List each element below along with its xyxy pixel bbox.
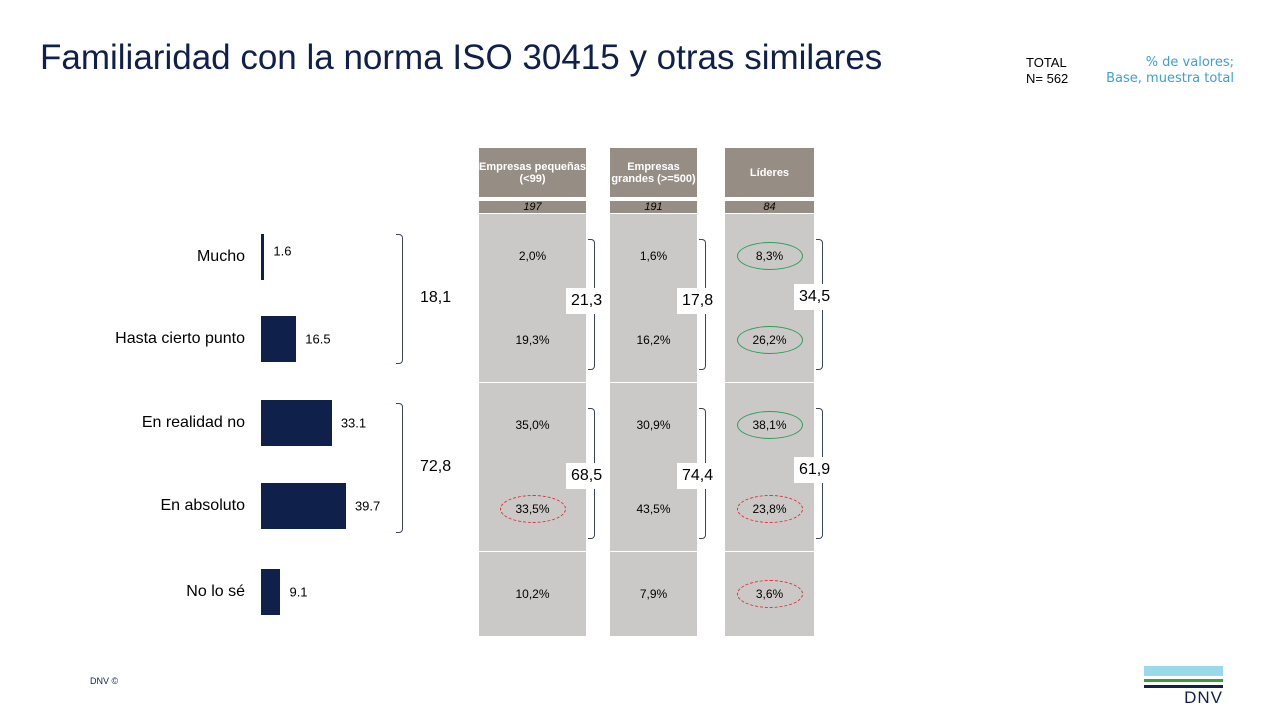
table-cell: 2,0%: [479, 214, 586, 299]
column-n: 191: [610, 201, 697, 213]
group-total-label: 17,8: [677, 288, 719, 314]
bar: [261, 234, 265, 280]
category-label: En realidad no: [141, 414, 245, 431]
group-total-label: 68,5: [566, 463, 608, 489]
table-cell: 1,6%: [610, 214, 697, 299]
column-n: 197: [479, 201, 586, 213]
note-line1: % de valores;: [1145, 55, 1234, 70]
cell-value: 30,9%: [636, 418, 671, 432]
column-header: Empresas grandes (>=500): [610, 148, 697, 197]
highlight-high-ellipse: [736, 242, 803, 270]
total-label: TOTAL: [1026, 55, 1067, 70]
table-cell: 23,8%: [725, 467, 814, 552]
cell-value: 19,3%: [515, 333, 550, 347]
note-line2: Base, muestra total: [1106, 71, 1234, 86]
total-n: N= 562: [1026, 71, 1069, 86]
group-total-label: 72,8: [420, 458, 452, 475]
group-total-label: 74,4: [677, 463, 719, 489]
table-cell: 16,2%: [610, 298, 697, 383]
bar-value-label: 33.1: [340, 415, 367, 431]
bar: [261, 316, 297, 362]
column-header: Empresas pequeñas (<99): [479, 148, 586, 197]
category-label: Hasta cierto punto: [115, 330, 245, 347]
dnv-logo: DNV: [1144, 666, 1223, 708]
bar-value-label: 9.1: [289, 584, 308, 600]
group-total-label: 61,9: [794, 457, 836, 483]
cell-value: 43,5%: [636, 502, 671, 516]
table-cell: 38,1%: [725, 383, 814, 468]
copyright: DNV ©: [90, 676, 119, 686]
bar: [261, 483, 346, 529]
category-label: No lo sé: [186, 583, 245, 600]
group-total-label: 18,1: [420, 289, 452, 306]
cell-value: 16,2%: [636, 333, 671, 347]
column-n: 84: [725, 201, 814, 213]
bar: [261, 569, 281, 615]
cell-value: 1,6%: [639, 249, 668, 263]
highlight-low-ellipse: [736, 495, 803, 523]
column-header: Líderes: [725, 148, 814, 197]
base-note: % de valores; Base, muestra total: [1106, 55, 1234, 87]
table-cell: 7,9%: [610, 552, 697, 637]
group-total-label: 21,3: [566, 288, 608, 314]
cell-value: 35,0%: [515, 418, 550, 432]
table-cell: 3,6%: [725, 552, 814, 637]
highlight-low-ellipse: [499, 495, 566, 523]
group-total-label: 34,5: [794, 284, 836, 310]
category-label: En absoluto: [160, 497, 245, 514]
group-bracket: [396, 234, 403, 364]
bar: [261, 400, 332, 446]
highlight-low-ellipse: [736, 580, 803, 608]
table-cell: 26,2%: [725, 298, 814, 383]
category-label: Mucho: [196, 248, 245, 265]
cell-value: 10,2%: [515, 587, 550, 601]
bar-value-label: 16.5: [305, 331, 331, 347]
group-bracket: [396, 403, 403, 533]
table-cell: 10,2%: [479, 552, 586, 637]
bar-value-label: 39.7: [354, 498, 381, 514]
bar-value-label: 1.6: [273, 243, 292, 259]
highlight-high-ellipse: [736, 326, 803, 354]
page-title: Familiaridad con la norma ISO 30415 y ot…: [40, 38, 883, 77]
total-base: TOTAL N= 562: [1026, 55, 1068, 87]
table-cell: 35,0%: [479, 383, 586, 468]
table-cell: 30,9%: [610, 383, 697, 468]
highlight-high-ellipse: [736, 411, 803, 439]
cell-value: 2,0%: [518, 249, 547, 263]
cell-value: 7,9%: [639, 587, 668, 601]
